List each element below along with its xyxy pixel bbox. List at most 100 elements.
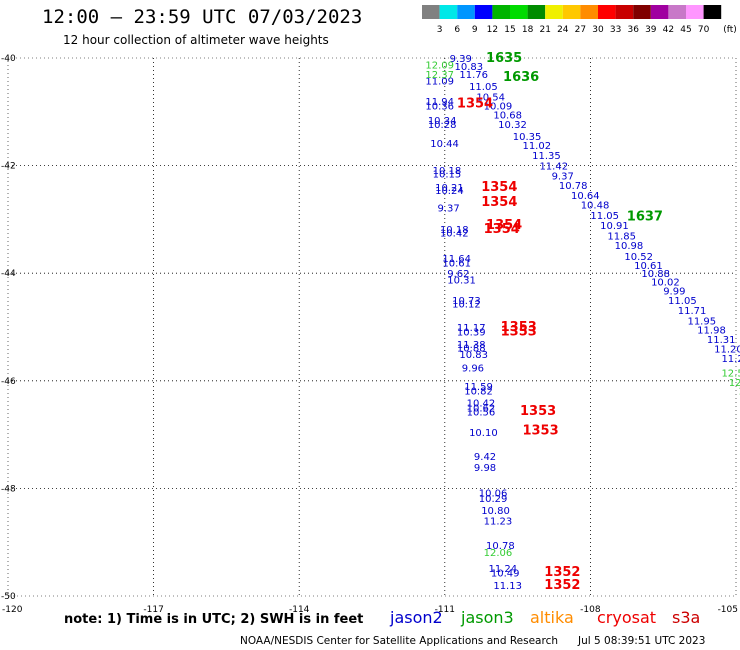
wave-height-label: 9.42 xyxy=(474,452,496,463)
wave-height-label: 10.29 xyxy=(479,494,508,505)
chart-subtitle: 12 hour collection of altimeter wave hei… xyxy=(63,33,329,47)
colorbar-swatch xyxy=(580,5,598,19)
wave-height-label: 12.57 xyxy=(721,369,740,380)
wave-height-label: 10.68 xyxy=(493,110,522,121)
y-tick-label: -40 xyxy=(1,54,16,64)
wave-height-label: 10.88 xyxy=(457,343,486,354)
wave-height-label: 10.10 xyxy=(469,428,498,439)
time-label: 1635 xyxy=(486,51,522,66)
time-label: 1353 xyxy=(520,404,556,419)
colorbar-swatch xyxy=(633,5,651,19)
wave-height-label: 10.52 xyxy=(624,252,653,263)
wave-height-label: 10.15 xyxy=(433,170,462,181)
y-tick-label: -48 xyxy=(1,484,16,494)
wave-height-label: 10.36 xyxy=(425,101,454,112)
x-tick-label: -120 xyxy=(2,605,23,615)
wave-height-label: 10.32 xyxy=(498,120,527,131)
colorbar-swatch xyxy=(703,5,722,19)
wave-height-label: 10.91 xyxy=(600,221,629,232)
colorbar-swatch xyxy=(492,5,510,19)
time-label: 1636 xyxy=(503,70,539,85)
colorbar-tick: 45 xyxy=(680,25,691,35)
wave-height-label: 11.35 xyxy=(532,151,561,162)
wave-height-label: 10.18 xyxy=(433,166,462,177)
wave-height-label: 10.35 xyxy=(513,132,542,143)
wave-height-label: 11.05 xyxy=(668,296,697,307)
wave-height-label: 9.96 xyxy=(462,363,484,374)
wave-height-label: 10.83 xyxy=(459,350,488,361)
wave-height-label: 10.44 xyxy=(430,139,459,150)
wave-height-label: 10.48 xyxy=(581,200,610,211)
time-label: 1353 xyxy=(501,320,537,335)
plot-axes: -120 -117 -114 -111 -108 -105 -40 -42 -44 -46 -48 -… xyxy=(1,54,738,615)
wave-height-label: 9.99 xyxy=(663,286,685,297)
x-tick-label: -114 xyxy=(289,605,310,615)
time-label: 1354 xyxy=(484,222,520,237)
colorbar-tick: 33 xyxy=(610,25,621,35)
wave-height-label: 11.29 xyxy=(721,354,740,365)
x-tick-label: -105 xyxy=(718,605,738,615)
wave-height-label: 10.78 xyxy=(486,541,515,552)
colorbar-tick: 18 xyxy=(522,25,534,35)
colorbar-swatch xyxy=(439,5,458,19)
wave-height-label: 10.83 xyxy=(455,62,484,73)
legend-jason2: jason2 xyxy=(390,608,443,627)
wave-height-label: 12.73 xyxy=(729,378,740,389)
wave-height-label: 10.82 xyxy=(464,386,493,397)
wave-height-label: 12.08 xyxy=(738,386,740,397)
wave-height-label: 10.61 xyxy=(634,261,663,272)
time-label: 1353 xyxy=(522,423,558,438)
wave-height-label: 11.38 xyxy=(457,340,486,351)
wave-height-label: 10.98 xyxy=(615,241,644,252)
colorbar: 3 6 9 12 15 18 21 24 27 30 33 36 39 42 45 70 (ft) xyxy=(422,5,737,35)
legend-altika: altika xyxy=(530,608,574,627)
time-label: 1637 xyxy=(627,210,663,225)
wave-height-label: 10.24 xyxy=(435,186,464,197)
time-label: 1352 xyxy=(544,578,580,593)
wave-height-label: 11.64 xyxy=(442,254,471,265)
colorbar-tick: 12 xyxy=(487,25,498,35)
credit: NOAA/NESDIS Center for Satellite Applica… xyxy=(240,635,558,647)
wave-height-label: 10.73 xyxy=(452,296,481,307)
footnote: note: 1) Time is in UTC; 2) SWH is in fe… xyxy=(64,612,364,627)
colorbar-swatch xyxy=(474,5,493,19)
x-tick-label: -117 xyxy=(143,605,163,615)
y-tick-label: -42 xyxy=(1,162,16,172)
wave-height-label: 11.13 xyxy=(493,581,522,592)
wave-height-label: 10.61 xyxy=(442,258,471,269)
wave-height-label: 10.31 xyxy=(447,276,476,287)
plot-frame xyxy=(7,57,737,597)
wave-height-label: 10.62 xyxy=(467,404,496,415)
y-tick-label: -50 xyxy=(1,592,16,602)
colorbar-tick: 30 xyxy=(592,25,604,35)
colorbar-tick: 6 xyxy=(454,25,460,35)
wave-height-label: 10.78 xyxy=(559,181,588,192)
colorbar-swatch xyxy=(510,5,528,19)
legend-cryosat: cryosat xyxy=(597,608,657,627)
legend-jason3: jason3 xyxy=(461,608,514,627)
wave-height-label: 9.62 xyxy=(447,269,469,280)
wave-height-label: 11.02 xyxy=(522,141,551,152)
colorbar-tick: 21 xyxy=(539,25,550,35)
wave-height-label: 10.49 xyxy=(491,568,520,579)
wave-height-label: 10.39 xyxy=(457,327,486,338)
colorbar-swatch xyxy=(545,5,563,19)
colorbar-tick: 39 xyxy=(645,25,657,35)
wave-height-label: 11.05 xyxy=(590,211,619,222)
wave-height-label: 10.02 xyxy=(651,277,680,288)
wave-height-label: 11.09 xyxy=(425,77,454,88)
wave-height-label: 11.94 xyxy=(425,97,454,108)
wave-height-label: 10.88 xyxy=(641,269,670,280)
wave-height-label: 10.42 xyxy=(467,398,496,409)
wave-height-label: 10.42 xyxy=(440,228,469,239)
colorbar-swatch xyxy=(686,5,704,19)
wave-height-label: 9.98 xyxy=(474,463,496,474)
time-label: 1354 xyxy=(481,195,517,210)
wave-height-label: 12.09 xyxy=(425,60,454,71)
time-label: 1353 xyxy=(501,324,537,339)
y-tick-label: -46 xyxy=(1,377,16,387)
wave-height-label: 10.18 xyxy=(440,225,469,236)
colorbar-tick: 15 xyxy=(504,25,515,35)
x-tick-label: -111 xyxy=(435,605,455,615)
